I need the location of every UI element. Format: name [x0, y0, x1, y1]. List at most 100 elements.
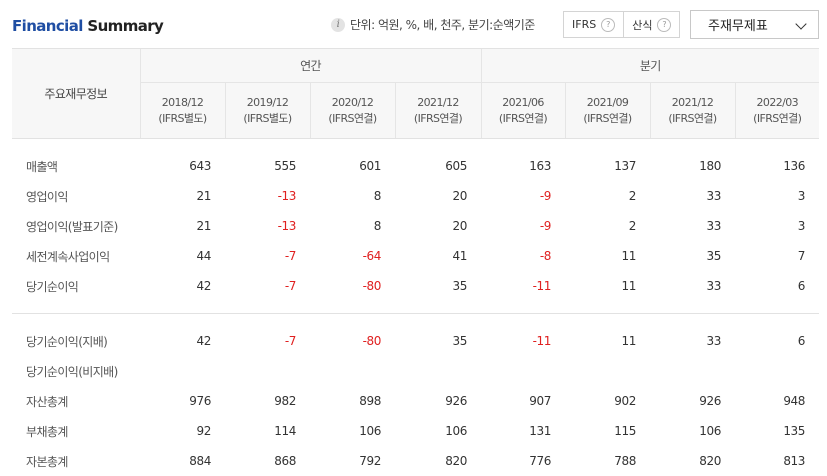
table-cell: 3: [735, 181, 819, 211]
column-header: 2022/03(IFRS연결): [735, 83, 819, 139]
table-cell: 7: [735, 241, 819, 271]
ifrs-option[interactable]: IFRS ?: [564, 12, 623, 37]
column-basis: (IFRS연결): [736, 111, 820, 127]
unit-text: 단위: 억원, %, 배, 천주, 분기:순액기준: [350, 16, 535, 33]
table-cell: -13: [225, 181, 310, 211]
row-label: 자본총계: [12, 446, 140, 476]
table-cell: 902: [565, 386, 650, 416]
summary-header: Financial Summary i 단위: 억원, %, 배, 천주, 분기…: [0, 0, 827, 44]
table-cell: [310, 356, 395, 386]
column-basis: (IFRS연결): [396, 111, 481, 127]
table-cell: 11: [565, 241, 650, 271]
ifrs-toggle[interactable]: IFRS ? 산식 ?: [563, 11, 680, 38]
table-cell: 11: [565, 326, 650, 356]
table-cell: -7: [225, 241, 310, 271]
spacer-row: [12, 139, 819, 152]
row-label: 자산총계: [12, 386, 140, 416]
column-period: 2021/12: [396, 95, 481, 111]
group-quarter: 분기: [481, 49, 819, 83]
table-cell: 20: [395, 211, 481, 241]
formula-label: 산식: [632, 17, 652, 33]
column-period: 2022/03: [736, 95, 820, 111]
table-cell: 33: [650, 326, 735, 356]
table-cell: 926: [650, 386, 735, 416]
table-cell: -9: [481, 211, 565, 241]
table-cell: 136: [735, 151, 819, 181]
table-cell: 44: [140, 241, 225, 271]
chevron-down-icon: [795, 18, 806, 29]
column-period: 2020/12: [311, 95, 395, 111]
table-cell: 6: [735, 326, 819, 356]
table-cell: 180: [650, 151, 735, 181]
formula-help-icon[interactable]: ?: [657, 18, 671, 32]
table-cell: 135: [735, 416, 819, 446]
table-cell: 42: [140, 326, 225, 356]
column-header: 2019/12(IFRS별도): [225, 83, 310, 139]
table-cell: [565, 356, 650, 386]
table-cell: 976: [140, 386, 225, 416]
group-annual: 연간: [140, 49, 481, 83]
row-label: 영업이익: [12, 181, 140, 211]
table-cell: 898: [310, 386, 395, 416]
table-row: 당기순이익(비지배): [12, 356, 819, 386]
row-header-label: 주요재무정보: [12, 49, 140, 139]
spacer-row: [12, 301, 819, 314]
column-period: 2021/09: [566, 95, 650, 111]
column-basis: (IFRS연결): [651, 111, 735, 127]
table-cell: 114: [225, 416, 310, 446]
table-cell: 792: [310, 446, 395, 476]
column-basis: (IFRS연결): [311, 111, 395, 127]
table-cell: -80: [310, 271, 395, 301]
column-header: 2021/12(IFRS연결): [395, 83, 481, 139]
table-cell: 8: [310, 211, 395, 241]
statement-type-dropdown[interactable]: 주재무제표: [690, 10, 819, 39]
table-cell: 868: [225, 446, 310, 476]
table-cell: 35: [395, 326, 481, 356]
table-cell: 41: [395, 241, 481, 271]
table-cell: 948: [735, 386, 819, 416]
ifrs-help-icon[interactable]: ?: [601, 18, 615, 32]
table-cell: 20: [395, 181, 481, 211]
row-label: 세전계속사업이익: [12, 241, 140, 271]
column-basis: (IFRS연결): [482, 111, 565, 127]
table-cell: 982: [225, 386, 310, 416]
row-label: 부채총계: [12, 416, 140, 446]
table-cell: 813: [735, 446, 819, 476]
info-icon[interactable]: i: [331, 18, 345, 32]
column-period: 2021/06: [482, 95, 565, 111]
dropdown-value: 주재무제표: [708, 15, 768, 34]
table-cell: 605: [395, 151, 481, 181]
table-cell: 6: [735, 271, 819, 301]
formula-option[interactable]: 산식 ?: [623, 12, 679, 37]
table-cell: 820: [395, 446, 481, 476]
row-label: 당기순이익: [12, 271, 140, 301]
page-title: Financial Summary: [12, 17, 163, 35]
row-label: 매출액: [12, 151, 140, 181]
table-cell: 33: [650, 271, 735, 301]
table-cell: 776: [481, 446, 565, 476]
table-cell: 601: [310, 151, 395, 181]
table-cell: 8: [310, 181, 395, 211]
table-cell: 788: [565, 446, 650, 476]
row-label: 당기순이익(비지배): [12, 356, 140, 386]
table-cell: 33: [650, 211, 735, 241]
table-cell: -7: [225, 326, 310, 356]
table-cell: 907: [481, 386, 565, 416]
row-label: 영업이익(발표기준): [12, 211, 140, 241]
table-cell: -13: [225, 211, 310, 241]
table-cell: -64: [310, 241, 395, 271]
table-cell: 35: [395, 271, 481, 301]
table-cell: 35: [650, 241, 735, 271]
unit-note: i 단위: 억원, %, 배, 천주, 분기:순액기준: [331, 16, 535, 33]
table-cell: 2: [565, 211, 650, 241]
column-period: 2021/12: [651, 95, 735, 111]
